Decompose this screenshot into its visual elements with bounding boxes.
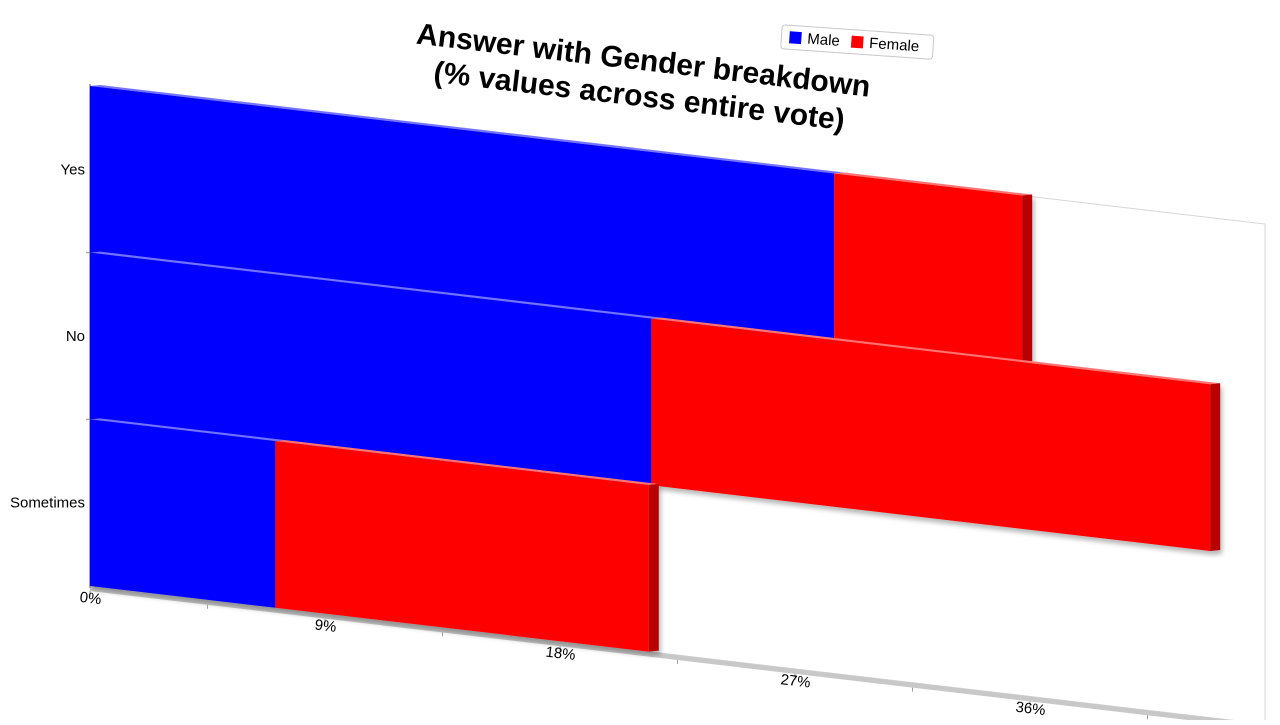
bar-male-no xyxy=(90,252,652,486)
x-tick-label-2: 18% xyxy=(545,644,577,664)
x-axis-ticks: 0%9%18%27%36%45% xyxy=(79,589,1148,720)
bar-top-male-sometimes xyxy=(90,418,286,442)
bar-male-sometimes xyxy=(90,419,276,608)
bar-group-sometimes xyxy=(90,418,659,652)
bar-group-yes xyxy=(90,85,1033,363)
bar-female-sometimes xyxy=(275,441,649,652)
legend-swatch-female xyxy=(850,35,864,49)
bar-female-no xyxy=(651,318,1211,551)
legend-swatch-male xyxy=(789,31,802,45)
x-tick-label-0: 0% xyxy=(79,589,103,608)
bar-top-female-sometimes xyxy=(275,440,659,485)
category-label-no: No xyxy=(66,328,85,345)
bars xyxy=(90,85,1221,652)
bar-end-female-yes xyxy=(1022,194,1033,363)
bar-end-female-no xyxy=(1210,383,1221,551)
x-axis-floor xyxy=(90,586,1265,725)
bar-top-male-yes xyxy=(90,85,845,174)
bar-top-female-no xyxy=(651,317,1221,385)
bar-end-female-sometimes xyxy=(648,483,659,652)
bar-top-male-no xyxy=(90,251,662,319)
category-label-yes: Yes xyxy=(61,161,85,178)
bar-group-no xyxy=(90,251,1221,551)
bar-top-female-yes xyxy=(834,172,1033,196)
x-tick-label-1: 9% xyxy=(314,616,338,635)
legend-label-male: Male xyxy=(807,31,841,50)
bar-male-yes xyxy=(90,86,835,341)
x-tick-label-3: 27% xyxy=(780,671,812,691)
bar-female-yes xyxy=(834,173,1023,363)
legend-label-female: Female xyxy=(869,35,920,55)
category-label-sometimes: Sometimes xyxy=(10,495,85,512)
x-tick-label-4: 36% xyxy=(1015,699,1047,719)
legend: Male Female xyxy=(780,24,935,60)
